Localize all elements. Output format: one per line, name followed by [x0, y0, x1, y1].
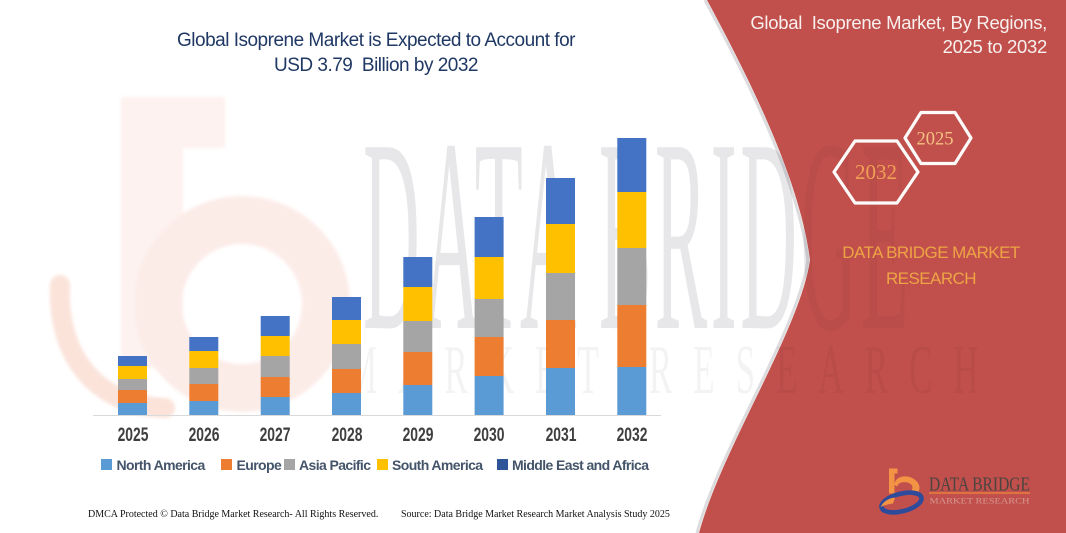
svg-text:DATA BRIDGE: DATA BRIDGE — [363, 82, 912, 388]
svg-text:DATA BRIDGE: DATA BRIDGE — [929, 474, 1030, 496]
svg-text:2032: 2032 — [855, 160, 897, 184]
svg-text:2025: 2025 — [917, 130, 954, 150]
svg-text:MARKET RESEARCH: MARKET RESEARCH — [930, 497, 1030, 506]
